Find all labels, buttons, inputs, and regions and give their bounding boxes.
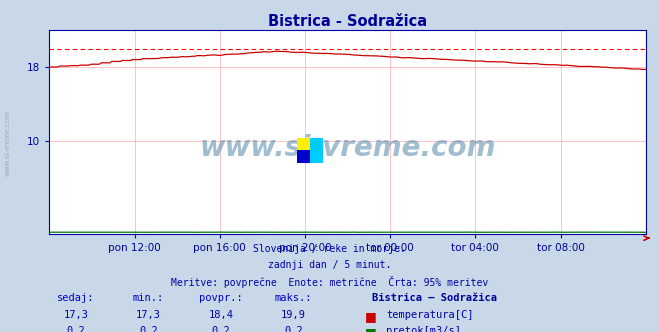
Text: temperatura[C]: temperatura[C]: [386, 310, 474, 320]
Text: ■: ■: [364, 326, 376, 332]
Text: 18,4: 18,4: [208, 310, 233, 320]
Text: www.si-vreme.com: www.si-vreme.com: [5, 110, 11, 176]
Text: 19,9: 19,9: [281, 310, 306, 320]
Text: www.si-vreme.com: www.si-vreme.com: [200, 134, 496, 162]
Text: 0,2: 0,2: [139, 326, 158, 332]
Bar: [310, 138, 323, 163]
Text: zadnji dan / 5 minut.: zadnji dan / 5 minut.: [268, 260, 391, 270]
Text: Slovenija / reke in morje.: Slovenija / reke in morje.: [253, 244, 406, 254]
Text: 17,3: 17,3: [136, 310, 161, 320]
Text: sedaj:: sedaj:: [57, 293, 94, 303]
Text: pretok[m3/s]: pretok[m3/s]: [386, 326, 461, 332]
Text: Bistrica – Sodražica: Bistrica – Sodražica: [372, 293, 498, 303]
Text: 0,2: 0,2: [212, 326, 230, 332]
Text: ■: ■: [364, 310, 376, 323]
Bar: [297, 138, 310, 163]
Bar: [297, 150, 310, 163]
Text: maks.:: maks.:: [275, 293, 312, 303]
Text: 0,2: 0,2: [284, 326, 302, 332]
Title: Bistrica - Sodražica: Bistrica - Sodražica: [268, 14, 427, 29]
Text: povpr.:: povpr.:: [199, 293, 243, 303]
Text: min.:: min.:: [132, 293, 164, 303]
Text: 17,3: 17,3: [63, 310, 88, 320]
Text: Meritve: povprečne  Enote: metrične  Črta: 95% meritev: Meritve: povprečne Enote: metrične Črta:…: [171, 276, 488, 288]
Text: 0,2: 0,2: [67, 326, 85, 332]
